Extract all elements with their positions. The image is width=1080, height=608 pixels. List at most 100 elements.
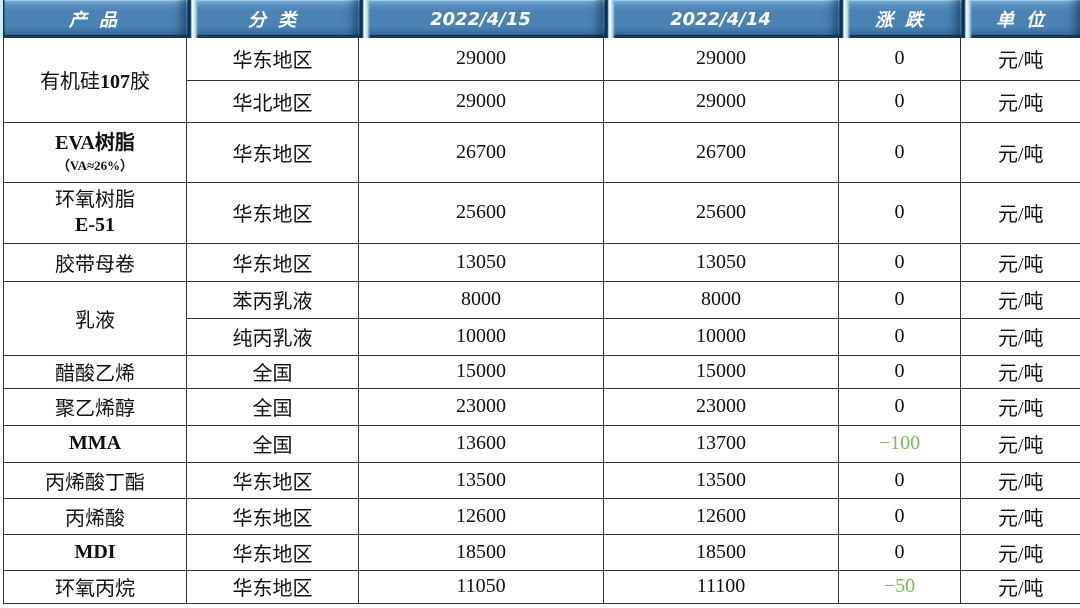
product-cell: 胶带母卷 xyxy=(3,242,187,282)
table-row: 丙烯酸 华东地区 12600 12600 0 元/吨 xyxy=(3,497,1080,535)
price-0414-cell: 11100 xyxy=(603,569,839,604)
change-cell: −50 xyxy=(838,569,961,604)
product-cell: EVA树脂 （VA≈26%） xyxy=(3,121,187,183)
price-0414-cell: 18500 xyxy=(603,533,839,571)
column-header-product: 产品 xyxy=(0,0,186,38)
product-text-bold: E-51 xyxy=(75,213,115,236)
price-0415-cell: 18500 xyxy=(358,533,604,571)
unit-cell: 元/吨 xyxy=(960,242,1080,282)
unit-cell: 元/吨 xyxy=(960,38,1080,81)
change-cell: 0 xyxy=(838,181,961,244)
category-cell: 华东地区 xyxy=(186,38,359,81)
product-cell: 丙烯酸丁酯 xyxy=(3,461,187,499)
price-0414-cell: 13500 xyxy=(603,461,839,499)
price-0415-cell: 26700 xyxy=(358,121,604,183)
change-cell: 0 xyxy=(838,121,961,183)
change-cell: 0 xyxy=(838,242,961,282)
category-cell: 华东地区 xyxy=(186,121,359,183)
product-subtext: （VA≈26%） xyxy=(56,157,134,173)
table-header-row: 产品 分类 2022/4/15 2022/4/14 涨跌 单位 xyxy=(0,0,1080,38)
table-row: 丙烯酸丁酯 华东地区 13500 13500 0 元/吨 xyxy=(3,461,1080,499)
unit-cell: 元/吨 xyxy=(960,533,1080,571)
unit-cell: 元/吨 xyxy=(960,79,1080,123)
unit-cell: 元/吨 xyxy=(960,461,1080,499)
unit-cell: 元/吨 xyxy=(960,280,1080,319)
table-row: MMA 全国 13600 13700 −100 元/吨 xyxy=(3,424,1080,463)
unit-cell: 元/吨 xyxy=(960,181,1080,244)
unit-cell: 元/吨 xyxy=(960,424,1080,463)
price-0415-cell: 25600 xyxy=(358,181,604,244)
change-cell: 0 xyxy=(838,354,961,389)
product-cell: 环氧树脂 E-51 xyxy=(3,181,187,244)
price-0415-cell: 29000 xyxy=(358,38,604,81)
column-header-category: 分类 xyxy=(186,0,358,38)
table-row: 华北地区 29000 29000 0 元/吨 xyxy=(4,79,1080,123)
price-0414-cell: 25600 xyxy=(603,181,839,244)
table-row: 胶带母卷 华东地区 13050 13050 0 元/吨 xyxy=(3,242,1080,282)
price-0414-cell: 13700 xyxy=(603,424,839,463)
price-0415-cell: 8000 xyxy=(358,280,604,319)
table-row: 环氧树脂 E-51 华东地区 25600 25600 0 元/吨 xyxy=(3,181,1080,244)
table-row: 有机硅107胶 华东地区 29000 29000 0 元/吨 xyxy=(3,38,1080,123)
change-cell: 0 xyxy=(838,79,961,123)
price-0415-cell: 15000 xyxy=(358,354,604,389)
product-text-bold: EVA树脂 xyxy=(55,131,135,154)
change-cell: 0 xyxy=(838,317,961,356)
category-cell: 全国 xyxy=(186,354,359,389)
price-0414-cell: 29000 xyxy=(603,38,839,81)
category-cell: 华东地区 xyxy=(186,461,359,499)
product-text: 有机硅 xyxy=(40,71,100,94)
price-0415-cell: 10000 xyxy=(358,317,604,356)
column-header-date-0415: 2022/4/15 xyxy=(358,0,603,38)
price-0415-cell: 13500 xyxy=(358,461,604,499)
change-cell: −100 xyxy=(838,424,961,463)
product-cell: MDI xyxy=(3,533,187,571)
price-0414-cell: 12600 xyxy=(603,497,839,535)
unit-cell: 元/吨 xyxy=(960,497,1080,535)
price-0415-cell: 12600 xyxy=(358,497,604,535)
product-cell: 有机硅107胶 xyxy=(3,38,187,123)
unit-cell: 元/吨 xyxy=(960,121,1080,183)
category-cell: 华北地区 xyxy=(186,79,359,123)
price-0415-cell: 13050 xyxy=(358,242,604,282)
price-0414-cell: 23000 xyxy=(603,387,839,426)
price-0414-cell: 15000 xyxy=(603,354,839,389)
change-cell: 0 xyxy=(838,38,961,81)
unit-cell: 元/吨 xyxy=(960,317,1080,356)
category-cell: 华东地区 xyxy=(186,181,359,244)
category-cell: 纯丙乳液 xyxy=(186,317,359,356)
table-row: MDI 华东地区 18500 18500 0 元/吨 xyxy=(3,533,1080,571)
change-cell: 0 xyxy=(838,387,961,426)
table-row: 醋酸乙烯 全国 15000 15000 0 元/吨 xyxy=(3,354,1080,389)
unit-cell: 元/吨 xyxy=(960,387,1080,426)
change-cell: 0 xyxy=(838,533,961,571)
unit-cell: 元/吨 xyxy=(960,354,1080,389)
price-0415-cell: 29000 xyxy=(358,79,604,123)
category-cell: 全国 xyxy=(186,387,359,426)
change-cell: 0 xyxy=(838,461,961,499)
category-cell: 全国 xyxy=(186,424,359,463)
price-0414-cell: 13050 xyxy=(603,242,839,282)
price-0414-cell: 10000 xyxy=(603,317,839,356)
table-row: 乳液 苯丙乳液 8000 8000 0 元/吨 xyxy=(3,280,1080,356)
product-text: 环氧树脂 xyxy=(55,188,135,211)
column-header-unit: 单位 xyxy=(960,0,1080,38)
price-0415-cell: 13600 xyxy=(358,424,604,463)
column-header-date-0414: 2022/4/14 xyxy=(603,0,838,38)
price-0414-cell: 29000 xyxy=(603,79,839,123)
column-header-change: 涨跌 xyxy=(838,0,960,38)
price-0415-cell: 11050 xyxy=(358,569,604,604)
product-cell: 聚乙烯醇 xyxy=(3,387,187,426)
price-table: 有机硅107胶 华东地区 29000 29000 0 元/吨 华北地区 2900… xyxy=(3,38,1080,604)
table-row: EVA树脂 （VA≈26%） 华东地区 26700 26700 0 元/吨 xyxy=(3,121,1080,183)
table-row: 纯丙乳液 10000 10000 0 元/吨 xyxy=(4,317,1080,356)
table-row: 聚乙烯醇 全国 23000 23000 0 元/吨 xyxy=(3,387,1080,426)
product-cell: 乳液 xyxy=(3,280,187,356)
product-cell: MMA xyxy=(3,424,187,463)
table-row: 环氧丙烷 华东地区 11050 11100 −50 元/吨 xyxy=(3,569,1080,604)
unit-cell: 元/吨 xyxy=(960,569,1080,604)
change-cell: 0 xyxy=(838,280,961,319)
change-cell: 0 xyxy=(838,497,961,535)
category-cell: 华东地区 xyxy=(186,533,359,571)
price-0414-cell: 8000 xyxy=(603,280,839,319)
